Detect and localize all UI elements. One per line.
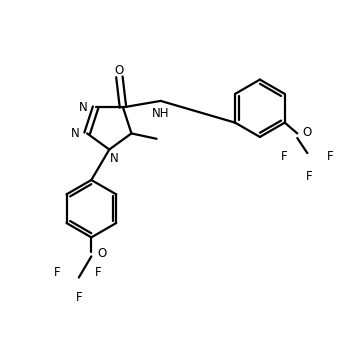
Text: N: N (110, 152, 119, 165)
Text: O: O (98, 247, 107, 260)
Text: F: F (54, 266, 60, 279)
Text: F: F (327, 150, 334, 163)
Text: O: O (115, 64, 124, 77)
Text: F: F (95, 266, 102, 279)
Text: N: N (71, 127, 79, 140)
Text: F: F (281, 150, 287, 163)
Text: NH: NH (152, 107, 170, 120)
Text: F: F (76, 291, 82, 304)
Text: O: O (302, 126, 311, 139)
Text: N: N (79, 101, 88, 114)
Text: F: F (306, 170, 312, 183)
